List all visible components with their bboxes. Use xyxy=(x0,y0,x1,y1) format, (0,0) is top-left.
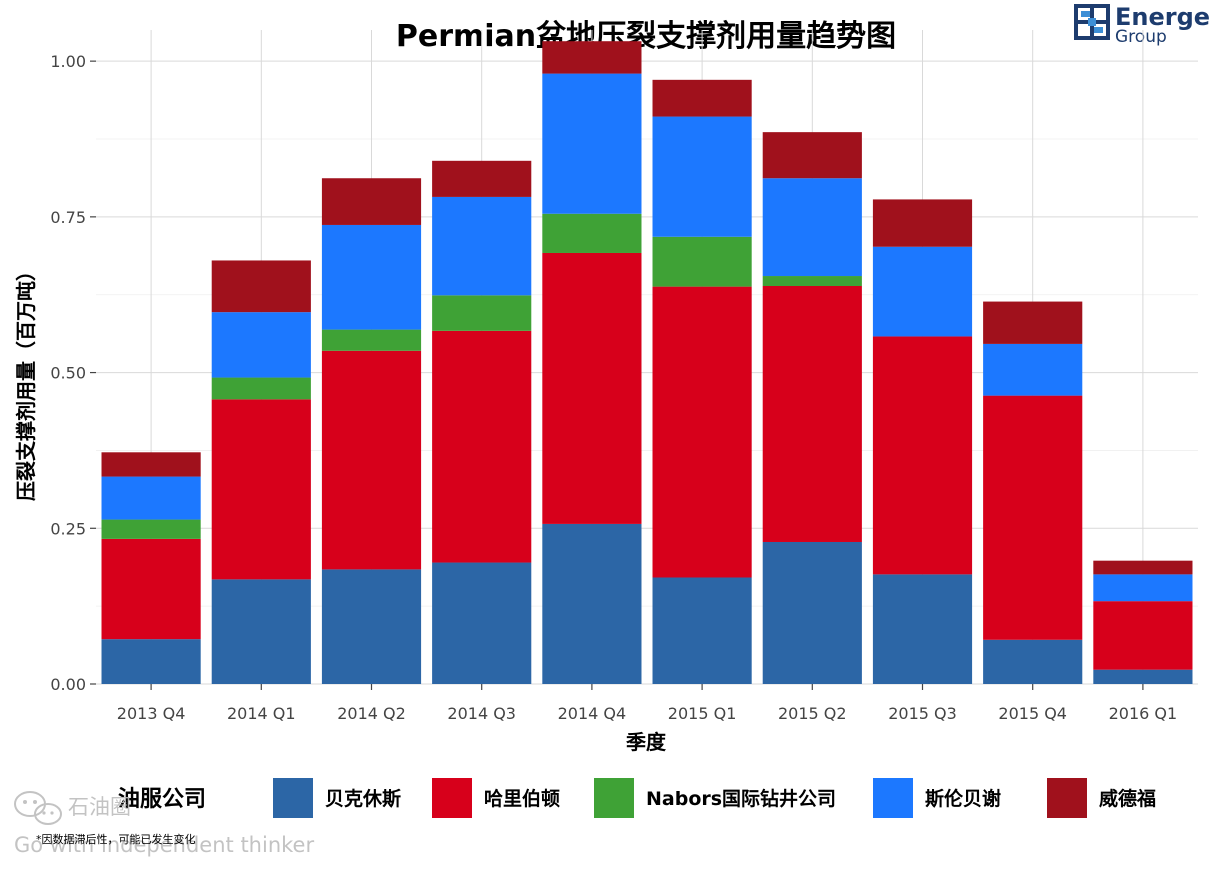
bar-segment xyxy=(321,178,422,225)
legend-label: Nabors国际钻井公司 xyxy=(646,787,836,810)
plot-bars xyxy=(101,41,1193,684)
bar-segment xyxy=(652,79,752,117)
watermark-brand: 石油圈 xyxy=(68,795,131,819)
bar-segment xyxy=(101,519,201,539)
bar-segment xyxy=(762,178,862,277)
energent-logo: Energent Group xyxy=(1074,3,1212,47)
legend: 油服公司 贝克休斯 哈里伯顿 Nabors国际钻井公司 斯伦贝谢 威德福 xyxy=(118,778,1156,818)
watermark: 石油圈 Go with independent thinker xyxy=(14,791,314,857)
y-tick-label: 0.25 xyxy=(50,519,86,538)
bar-segment xyxy=(1093,574,1193,602)
legend-swatch xyxy=(1047,778,1087,818)
bar-segment xyxy=(1093,601,1193,670)
y-axis-title: 压裂支撑剂用量（百万吨） xyxy=(14,261,38,501)
legend-item: Nabors国际钻井公司 xyxy=(594,778,836,818)
legend-label: 贝克休斯 xyxy=(325,787,401,810)
bar-segment xyxy=(872,574,973,684)
bar-segment xyxy=(321,329,422,351)
bar-segment xyxy=(1093,669,1193,684)
bar-segment xyxy=(542,41,642,74)
y-tick-label: 0.75 xyxy=(50,208,86,227)
x-tick-label: 2014 Q4 xyxy=(558,704,627,723)
bar-segment xyxy=(983,343,1083,396)
bar-segment xyxy=(762,285,862,542)
bar-segment xyxy=(762,132,862,179)
brand-name: Energent xyxy=(1115,3,1212,31)
legend-label: 哈里伯顿 xyxy=(484,787,560,810)
bar-segment xyxy=(652,577,752,684)
bar-segment xyxy=(542,252,642,524)
bar-segment xyxy=(1093,560,1193,575)
legend-items: 贝克休斯 哈里伯顿 Nabors国际钻井公司 斯伦贝谢 威德福 xyxy=(273,778,1156,818)
bar-segment xyxy=(432,196,532,296)
x-tick-label: 2015 Q4 xyxy=(998,704,1067,723)
watermark-slogan: Go with independent thinker xyxy=(14,833,314,857)
legend-item: 斯伦贝谢 xyxy=(873,778,1001,818)
brand-sub: Group xyxy=(1115,27,1167,47)
bar-segment xyxy=(211,312,311,378)
legend-title: 油服公司 xyxy=(118,787,206,812)
y-tick-label: 1.00 xyxy=(50,52,86,71)
bar-segment xyxy=(652,116,752,237)
x-tick-label: 2016 Q1 xyxy=(1109,704,1178,723)
legend-item: 威德福 xyxy=(1047,778,1156,818)
bar-segment xyxy=(652,236,752,287)
bar-segment xyxy=(321,224,422,330)
bar-segment xyxy=(101,476,201,520)
bar-segment xyxy=(872,246,973,337)
bar-segment xyxy=(321,350,422,570)
x-tick-label: 2015 Q1 xyxy=(668,704,737,723)
footnote: *因数据滞后性，可能已发生变化 xyxy=(36,832,196,846)
legend-item: 贝克休斯 xyxy=(273,778,401,818)
chart-title: Permian盆地压裂支撑剂用量趋势图 xyxy=(396,19,896,54)
bar-segment xyxy=(432,160,532,197)
bar-segment xyxy=(211,579,311,684)
y-tick-label: 0.50 xyxy=(50,364,86,383)
bar-segment xyxy=(101,452,201,477)
bar-segment xyxy=(211,399,311,580)
y-axis: 0.00 0.25 0.50 0.75 1.00 xyxy=(50,52,96,694)
bar-segment xyxy=(542,213,642,253)
wechat-icon xyxy=(14,791,62,825)
energent-logo-icon xyxy=(1074,4,1110,40)
bar-segment xyxy=(211,260,311,313)
legend-label: 威德福 xyxy=(1099,787,1156,810)
bar-segment xyxy=(983,639,1083,684)
bar-segment xyxy=(432,295,532,331)
x-axis-title: 季度 xyxy=(625,730,667,754)
legend-swatch xyxy=(594,778,634,818)
bar-segment xyxy=(872,336,973,575)
x-tick-label: 2015 Q2 xyxy=(778,704,847,723)
legend-item: 哈里伯顿 xyxy=(432,778,560,818)
bar-segment xyxy=(762,541,862,684)
bar-segment xyxy=(542,523,642,684)
bar-segment xyxy=(101,538,201,640)
bar-segment xyxy=(211,377,311,400)
y-tick-label: 0.00 xyxy=(50,675,86,694)
x-tick-label: 2014 Q1 xyxy=(227,704,296,723)
bar-segment xyxy=(983,395,1083,640)
x-tick-label: 2014 Q3 xyxy=(447,704,516,723)
bar-segment xyxy=(432,330,532,563)
x-tick-label: 2013 Q4 xyxy=(117,704,186,723)
bar-segment xyxy=(652,286,752,578)
legend-swatch xyxy=(432,778,472,818)
bar-segment xyxy=(101,639,201,684)
legend-swatch xyxy=(873,778,913,818)
bar-segment xyxy=(762,276,862,286)
x-tick-label: 2015 Q3 xyxy=(888,704,957,723)
bar-segment xyxy=(542,73,642,214)
bar-segment xyxy=(432,562,532,684)
bar-segment xyxy=(983,301,1083,344)
bar-segment xyxy=(321,569,422,684)
legend-label: 斯伦贝谢 xyxy=(925,787,1001,810)
x-tick-label: 2014 Q2 xyxy=(337,704,406,723)
x-axis: 2013 Q4 2014 Q1 2014 Q2 2014 Q3 2014 Q4 2015 … xyxy=(117,684,1177,723)
bar-segment xyxy=(872,199,973,247)
legend-swatch xyxy=(273,778,313,818)
